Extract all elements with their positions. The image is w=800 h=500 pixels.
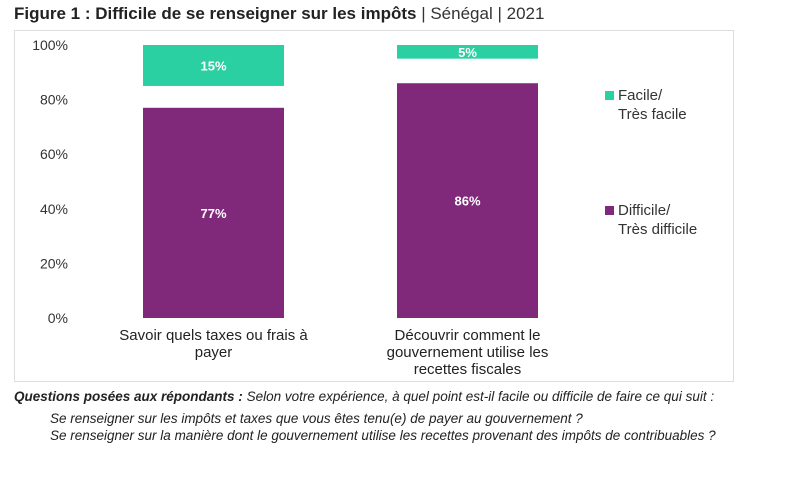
question-2: Se renseigner sur la manière dont le gou… (50, 428, 716, 443)
legend-label: Très facile (618, 106, 687, 123)
category-label: gouvernement utilise les (387, 344, 549, 361)
legend-swatch (605, 91, 614, 100)
y-tick-label: 100% (32, 37, 68, 53)
legend-label: Facile/ (618, 87, 663, 104)
question-1: Se renseigner sur les impôts et taxes qu… (50, 411, 583, 426)
chart-frame (14, 30, 734, 382)
legend-label: Difficile/ (618, 202, 671, 219)
data-label: 15% (200, 58, 226, 73)
bar-segment (397, 45, 538, 59)
legend-label: Très difficile (618, 221, 697, 238)
title-sep: | (492, 4, 507, 23)
category-label: Découvrir comment le (395, 327, 541, 344)
title-country: Sénégal (430, 4, 493, 23)
y-tick-label: 60% (40, 146, 68, 162)
bar-segment (143, 45, 284, 86)
bar-segment (397, 83, 538, 318)
title-main: Figure 1 : Difficile de se renseigner su… (14, 4, 417, 23)
data-label: 5% (458, 45, 477, 60)
data-label: 77% (200, 206, 226, 221)
title-sep: | (416, 4, 431, 23)
figure-title: Figure 1 : Difficile de se renseigner su… (14, 4, 544, 24)
y-tick-label: 20% (40, 255, 68, 271)
data-label: 86% (454, 194, 480, 209)
legend-swatch (605, 206, 614, 215)
y-tick-label: 0% (48, 310, 68, 326)
notes-lead: Questions posées aux répondants : (14, 389, 243, 404)
y-tick-label: 40% (40, 201, 68, 217)
survey-notes: Questions posées aux répondants : Selon … (14, 388, 800, 444)
category-label: recettes fiscales (414, 361, 522, 378)
bar-segment (143, 107, 284, 318)
bar-chart: 0% 20% 40% 60% 80% 100% 77% 15% Savoir quels tax… (32, 37, 697, 378)
category-label: payer (195, 344, 233, 361)
notes-text: Selon votre expérience, à quel point est… (242, 389, 715, 404)
title-year: 2021 (506, 4, 545, 23)
y-tick-label: 80% (40, 92, 68, 108)
category-label: Savoir quels taxes ou frais à (119, 327, 308, 344)
